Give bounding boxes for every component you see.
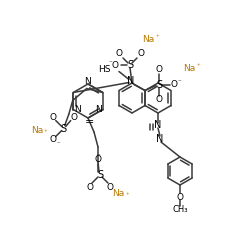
Text: CH₃: CH₃ xyxy=(172,205,187,215)
Text: Na: Na xyxy=(31,126,44,135)
Text: S: S xyxy=(126,60,133,70)
Text: HS: HS xyxy=(98,65,111,74)
Text: N: N xyxy=(95,105,102,114)
Text: N: N xyxy=(156,134,163,144)
Text: N: N xyxy=(74,105,80,114)
Text: O: O xyxy=(176,193,183,201)
Text: N: N xyxy=(84,77,91,86)
Text: S: S xyxy=(96,170,103,180)
Text: O: O xyxy=(49,113,56,122)
Text: N: N xyxy=(154,120,161,130)
Text: ⁻: ⁻ xyxy=(108,60,111,66)
Text: O: O xyxy=(94,155,101,165)
Text: O: O xyxy=(49,135,56,144)
Text: =: = xyxy=(85,117,94,127)
Text: O: O xyxy=(106,183,113,191)
Text: O: O xyxy=(137,49,144,59)
Text: Na: Na xyxy=(141,35,153,45)
Text: O: O xyxy=(170,80,177,89)
Text: S: S xyxy=(60,123,66,134)
Text: ⁺: ⁺ xyxy=(154,35,158,41)
Text: O: O xyxy=(86,183,93,191)
Text: Na: Na xyxy=(111,189,124,199)
Text: ⁻: ⁻ xyxy=(57,141,60,148)
Text: ⁻: ⁻ xyxy=(176,79,180,86)
Text: Na: Na xyxy=(182,64,194,73)
Text: O: O xyxy=(111,61,118,70)
Text: ⁺: ⁺ xyxy=(125,193,128,199)
Text: O: O xyxy=(155,65,162,74)
Text: ⁺: ⁺ xyxy=(195,63,199,70)
Text: N: N xyxy=(127,76,134,86)
Text: O: O xyxy=(115,49,122,59)
Text: ⁺: ⁺ xyxy=(44,129,47,136)
Text: O: O xyxy=(155,95,162,104)
Text: S: S xyxy=(155,79,161,90)
Text: O: O xyxy=(70,113,77,122)
Text: ⁻: ⁻ xyxy=(96,153,99,159)
